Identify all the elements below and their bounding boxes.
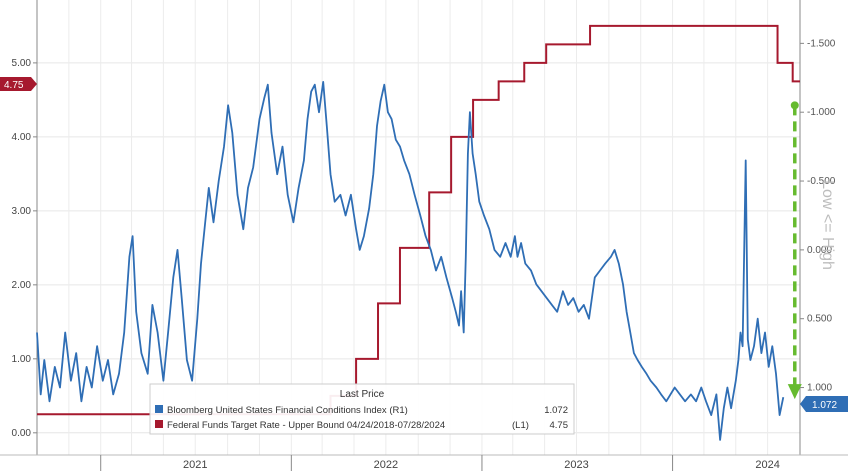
legend-item-fci: Bloomberg United States Financial Condit… xyxy=(155,405,568,416)
left-tick-label-5: 5.00 xyxy=(12,58,32,69)
legend-title: Last Price xyxy=(340,389,385,400)
annotation-arrow-head xyxy=(787,384,802,400)
left-axis-ticks: 0.00 1.00 2.00 3.00 4.00 5.00 xyxy=(12,58,37,439)
x-year-label-2: 2023 xyxy=(564,459,588,471)
left-tick-label-2: 2.00 xyxy=(12,280,32,291)
right-tick-label-1: 0.500 xyxy=(807,314,832,325)
x-year-label-3: 2024 xyxy=(755,459,779,471)
right-value-badge: 1.072 xyxy=(800,396,848,412)
left-tick-label-3: 3.00 xyxy=(12,206,32,217)
x-axis-years: 2021 2022 2023 2024 xyxy=(100,455,780,471)
x-year-label-0: 2021 xyxy=(183,459,207,471)
legend-swatch-fci xyxy=(155,405,163,413)
right-axis-title: Low <= High xyxy=(819,180,836,270)
series-layer xyxy=(36,24,802,441)
legend-tag-fed: (L1) xyxy=(512,420,529,431)
legend-swatch-fed xyxy=(155,420,163,428)
legend: Last Price Bloomberg United States Finan… xyxy=(149,383,575,435)
legend-value-fed: 4.75 xyxy=(550,420,569,431)
right-tick-label-2: 0.000 xyxy=(807,245,832,256)
legend-label-fci: Bloomberg United States Financial Condit… xyxy=(167,405,408,416)
right-tick-label-5: -1.500 xyxy=(807,38,836,49)
axes xyxy=(0,0,848,456)
gridlines xyxy=(37,0,800,455)
right-axis-ticks: 1.000 0.500 0.000 -0.500 -1.000 -1.500 xyxy=(800,38,836,394)
series-fed-funds-line xyxy=(37,24,800,416)
series-fci-line xyxy=(36,81,785,441)
left-tick-label-0: 0.00 xyxy=(12,428,32,439)
right-tick-label-0: 1.000 xyxy=(807,383,832,394)
left-tick-label-4: 4.00 xyxy=(12,132,32,143)
x-year-label-1: 2022 xyxy=(374,459,398,471)
left-value-badge: 4.75 xyxy=(0,77,37,91)
right-tick-label-4: -1.000 xyxy=(807,107,836,118)
legend-value-fci: 1.072 xyxy=(544,405,568,416)
left-tick-label-1: 1.00 xyxy=(12,354,32,365)
legend-label-fed: Federal Funds Target Rate - Upper Bound … xyxy=(167,420,445,431)
legend-item-fed: Federal Funds Target Rate - Upper Bound … xyxy=(155,420,568,431)
right-tick-label-3: -0.500 xyxy=(807,176,836,187)
left-badge-text: 4.75 xyxy=(4,80,24,91)
right-badge-text: 1.072 xyxy=(812,400,837,411)
